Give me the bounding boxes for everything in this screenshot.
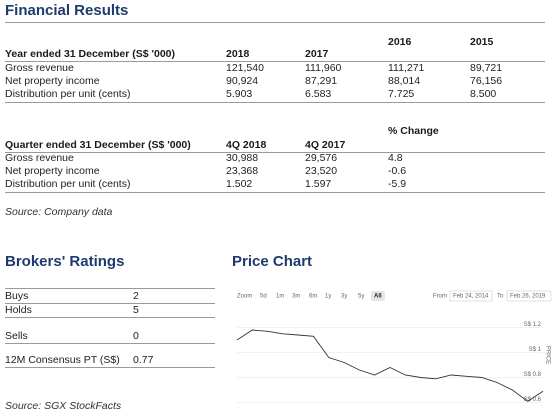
table-cell: Gross revenue xyxy=(5,152,74,164)
table-header: 4Q 2017 xyxy=(305,139,346,151)
table-cell: 90,924 xyxy=(226,75,259,87)
rating-label: 12M Consensus PT (S$) xyxy=(5,354,120,366)
table-header: Quarter ended 31 December (S$ '000) xyxy=(5,139,191,151)
table-rule xyxy=(5,22,545,23)
table-rule xyxy=(5,303,215,304)
range-button[interactable]: 1m xyxy=(276,294,284,300)
table-cell: 121,540 xyxy=(226,62,264,74)
table-header: 2015 xyxy=(470,36,494,48)
table-cell: 8.500 xyxy=(470,88,497,100)
table-rule xyxy=(5,61,545,62)
table-header: 2016 xyxy=(388,36,412,48)
table-rule xyxy=(5,288,215,289)
table-cell: Net property income xyxy=(5,75,100,87)
table-rule xyxy=(5,102,545,103)
y-tick-label: S$ 0.8 xyxy=(524,372,542,378)
table-header: % Change xyxy=(388,125,439,137)
table-rule xyxy=(5,367,215,368)
table-cell: -5.9 xyxy=(388,178,407,190)
table-cell: 1.502 xyxy=(226,178,253,190)
table-cell: Distribution per unit (cents) xyxy=(5,88,131,100)
rating-label: Buys xyxy=(5,290,29,302)
table-cell: -0.6 xyxy=(388,165,407,177)
table-header: 4Q 2018 xyxy=(226,139,267,151)
table-cell: 23,368 xyxy=(226,165,259,177)
table-cell: 89,721 xyxy=(470,62,503,74)
range-button[interactable]: 3y xyxy=(341,294,347,300)
rating-value: 5 xyxy=(133,304,139,316)
table-cell: 7.725 xyxy=(388,88,415,100)
table-cell: 5.903 xyxy=(226,88,253,100)
from-date[interactable]: Feb 24, 2014 xyxy=(453,294,489,300)
source-note: Source: Company data xyxy=(5,206,113,218)
to-label: To xyxy=(497,294,504,300)
table-cell: 88,014 xyxy=(388,75,421,87)
from-label: From xyxy=(433,294,447,300)
rating-value: 0 xyxy=(133,330,139,342)
table-cell: Net property income xyxy=(5,165,100,177)
to-date[interactable]: Feb 26, 2019 xyxy=(510,294,546,300)
table-rule xyxy=(5,317,215,318)
rating-value: 0.77 xyxy=(133,354,154,366)
table-cell: 23,520 xyxy=(305,165,338,177)
table-cell: 6.583 xyxy=(305,88,332,100)
y-tick-label: S$ 1.2 xyxy=(524,322,542,328)
table-cell: 1.597 xyxy=(305,178,332,190)
rating-label: Holds xyxy=(5,304,32,316)
table-cell: 4.8 xyxy=(388,152,403,164)
table-cell: 87,291 xyxy=(305,75,338,87)
section-title: Brokers' Ratings xyxy=(5,253,125,270)
range-button-bg xyxy=(371,291,385,301)
range-button[interactable]: All xyxy=(374,294,382,300)
source-note: Source: SGX StockFacts xyxy=(5,400,122,412)
table-cell: 111,271 xyxy=(388,62,425,74)
range-button[interactable]: 5y xyxy=(358,294,364,300)
range-button[interactable]: 3m xyxy=(292,294,300,300)
range-button[interactable]: 5d xyxy=(260,294,267,300)
zoom-label: Zoom xyxy=(237,294,252,300)
table-cell: Gross revenue xyxy=(5,62,74,74)
table-cell: Distribution per unit (cents) xyxy=(5,178,131,190)
table-cell: 30,988 xyxy=(226,152,259,164)
table-rule xyxy=(5,192,545,193)
section-title: Price Chart xyxy=(232,253,313,270)
table-cell: 76,156 xyxy=(470,75,503,87)
range-button[interactable]: 6m xyxy=(309,294,317,300)
table-rule xyxy=(5,152,545,153)
table-rule xyxy=(5,343,215,344)
rating-value: 2 xyxy=(133,290,139,302)
date-box xyxy=(506,290,552,302)
y-tick-label: S$ 1 xyxy=(529,347,542,353)
range-button[interactable]: 1y xyxy=(325,294,331,300)
table-cell: 111,960 xyxy=(305,62,342,74)
y-tick-label: S$ 0.6 xyxy=(524,397,542,403)
date-box xyxy=(449,290,493,302)
table-header: 2017 xyxy=(305,48,329,60)
section-title: Financial Results xyxy=(5,2,129,19)
table-header: Year ended 31 December (S$ '000) xyxy=(5,48,176,60)
price-line xyxy=(236,329,544,402)
table-header: 2018 xyxy=(226,48,250,60)
table-cell: 29,576 xyxy=(305,152,338,164)
rating-label: Sells xyxy=(5,330,28,342)
y-axis-label: PRICE xyxy=(544,346,550,364)
